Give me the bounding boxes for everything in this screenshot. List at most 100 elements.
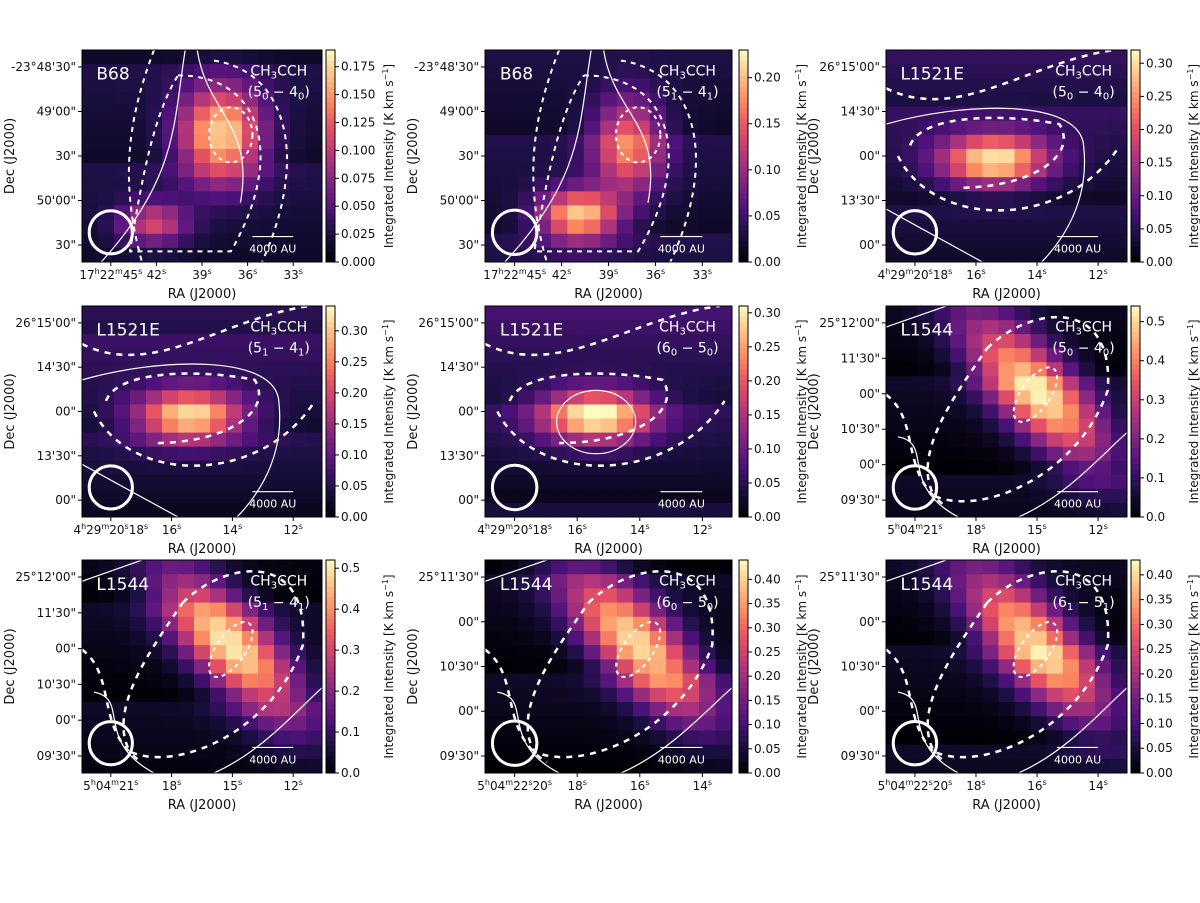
map-pixel — [982, 460, 1000, 476]
map-pixel — [114, 50, 131, 65]
map-pixel — [210, 247, 227, 262]
map-pixel — [966, 432, 983, 448]
colorbar-segment — [1131, 321, 1140, 328]
map-pixel — [950, 758, 967, 773]
colorbar-segment — [1131, 156, 1140, 162]
map-pixel — [934, 730, 951, 746]
map-pixel — [242, 560, 259, 575]
colorbar-segment — [739, 358, 748, 365]
map-pixel — [950, 645, 967, 660]
colorbar-segment — [326, 321, 335, 328]
map-pixel — [485, 362, 503, 377]
map-pixel — [682, 134, 700, 150]
map-pixel — [242, 148, 259, 164]
colorbar-label: Integrated Intensity [K km s−1] — [1186, 574, 1200, 758]
map-pixel — [242, 191, 259, 207]
map-pixel — [982, 120, 1000, 136]
colorbar-tick-label: 0.30 — [754, 306, 781, 320]
colorbar-segment — [739, 634, 748, 641]
map-pixel — [210, 418, 227, 434]
map-pixel — [210, 687, 227, 703]
map-pixel — [1062, 106, 1080, 122]
map-pixel — [567, 390, 585, 406]
axes-frame — [81, 559, 323, 774]
map-pixel — [649, 673, 667, 689]
map-pixel — [306, 645, 322, 660]
map-pixel — [682, 404, 700, 420]
map-pixel — [715, 488, 732, 504]
map-pixel — [902, 673, 919, 689]
colorbar-tick-label: 0.25 — [1146, 89, 1173, 103]
map-pixel — [290, 320, 307, 335]
map-pixel — [501, 163, 519, 178]
map-pixel — [274, 348, 291, 363]
map-pixel — [146, 702, 163, 717]
map-pixel — [534, 432, 552, 448]
map-pixel — [290, 446, 307, 462]
map-pixel — [517, 334, 535, 349]
map-pixel — [242, 247, 259, 262]
map-pixel — [966, 687, 983, 703]
colorbar-segment — [326, 565, 335, 572]
map-pixel — [1078, 78, 1096, 93]
contour-dashed — [926, 315, 1110, 503]
map-pixel — [1094, 120, 1112, 136]
colorbar-segment — [1131, 639, 1140, 646]
map-pixel — [1078, 645, 1096, 660]
colorbar-segment — [1131, 193, 1140, 199]
map-pixel — [666, 744, 684, 760]
contour-solid — [82, 363, 281, 517]
map-pixel — [146, 602, 163, 618]
map-pixel — [162, 616, 179, 632]
map-pixel — [274, 687, 291, 703]
colorbar-segment — [1131, 134, 1140, 141]
map-pixel — [146, 758, 163, 773]
map-pixel — [485, 177, 503, 192]
map-pixel — [290, 560, 307, 575]
map-pixel — [485, 120, 503, 136]
map-pixel — [178, 602, 195, 618]
map-pixel — [1062, 390, 1080, 406]
map-pixel — [1030, 233, 1048, 249]
map-pixel — [130, 659, 147, 675]
map-pixel — [82, 362, 99, 377]
map-pixel — [1062, 219, 1080, 235]
map-pixel — [715, 92, 732, 108]
colorbar-segment — [739, 113, 748, 120]
map-pixel — [517, 446, 535, 462]
map-pixel — [194, 744, 211, 760]
map-pixel — [699, 758, 717, 773]
map-pixel — [583, 78, 601, 93]
map-pixel — [550, 233, 568, 249]
map-pixel — [966, 560, 983, 575]
colorbar-segment — [739, 591, 748, 598]
map-pixel — [274, 758, 291, 773]
map-pixel — [682, 390, 700, 406]
map-pixel — [550, 306, 568, 321]
map-pixel — [583, 631, 601, 646]
colorbar-tick-label: 0.20 — [754, 71, 781, 85]
map-pixel — [583, 744, 601, 760]
colorbar-segment — [1131, 209, 1140, 215]
colorbar-segment — [326, 453, 335, 460]
map-pixel — [210, 616, 227, 632]
map-pixel — [682, 432, 700, 448]
map-pixel — [290, 191, 307, 207]
map-pixel — [485, 306, 503, 321]
y-tick-label: 30" — [55, 238, 76, 252]
map-pixel — [82, 616, 99, 632]
map-pixel — [699, 177, 717, 192]
map-pixel — [950, 362, 967, 377]
source-label: B68 — [500, 65, 533, 85]
map-pixel — [1110, 616, 1127, 632]
map-pixel — [226, 432, 243, 448]
map-pixel — [82, 404, 99, 420]
map-pixel — [567, 247, 585, 262]
colorbar-segment — [739, 501, 748, 507]
map-pixel — [715, 219, 732, 235]
y-tick-label: 13'30" — [37, 449, 76, 463]
map-pixel — [567, 673, 585, 689]
map-pixel — [649, 50, 667, 65]
map-pixel — [902, 730, 919, 746]
